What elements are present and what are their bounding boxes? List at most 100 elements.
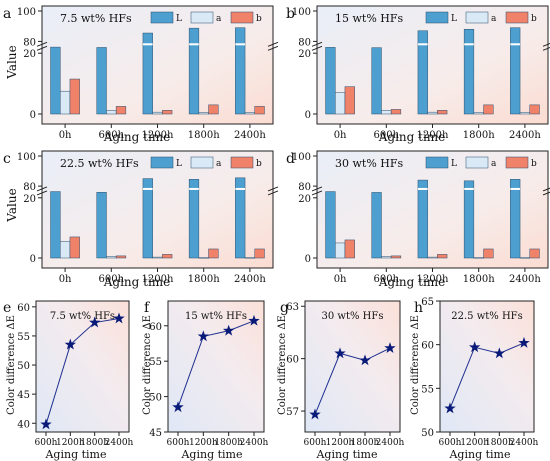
bar-a-2400h bbox=[519, 257, 531, 259]
y-tick-label: 0 bbox=[305, 110, 311, 121]
bar-b-600h bbox=[390, 255, 402, 259]
x-tick-label: 600h bbox=[304, 438, 327, 448]
bar-panel-d: d 80 100 0 20 0h 600h 1200h 1800h 2400h 30 wt% HFs… bbox=[286, 150, 550, 285]
x-tick-label: 1200h bbox=[56, 438, 85, 448]
bar-a-0h bbox=[59, 90, 71, 115]
star-marker-600h bbox=[444, 402, 456, 414]
bar-L-600h bbox=[96, 47, 107, 115]
panel-letter: f bbox=[144, 300, 151, 316]
bar-L-1200h bbox=[142, 32, 153, 115]
x-tick-label: 1200h bbox=[417, 274, 449, 285]
legend-label: L bbox=[451, 159, 457, 169]
bottom-y-axis-title-f: Color difference ΔE bbox=[142, 315, 153, 415]
bar-a-600h bbox=[381, 110, 392, 115]
series-line bbox=[177, 320, 255, 408]
axis-break bbox=[267, 186, 279, 192]
x-tick-label: 1800h bbox=[188, 274, 220, 285]
y-tick-label: 50 bbox=[17, 361, 30, 372]
bar-b-1800h bbox=[483, 248, 494, 259]
bar-b-0h bbox=[69, 78, 80, 115]
panel-label: 30 wt% HFs bbox=[322, 311, 384, 322]
x-tick-label: 2400h bbox=[376, 438, 405, 448]
bar-a-2400h bbox=[519, 112, 531, 115]
y-tick-label: 0 bbox=[305, 254, 311, 265]
legend-swatch-a bbox=[190, 156, 214, 169]
bar-L-1800h bbox=[463, 28, 475, 115]
bar-b-2400h bbox=[254, 248, 265, 259]
legend-swatch-a bbox=[190, 11, 214, 24]
y-tick-label: 45 bbox=[149, 428, 162, 439]
bar-a-2400h bbox=[244, 257, 256, 259]
y-tick-label: 55 bbox=[421, 384, 434, 395]
mid-y-axis-title: Value bbox=[5, 188, 19, 222]
y-tick-label: 63 bbox=[286, 302, 299, 313]
bar-a-1200h bbox=[152, 111, 163, 115]
y-tick-label: 60 bbox=[149, 322, 162, 333]
bar-a-1200h bbox=[427, 111, 438, 115]
star-marker-2400h bbox=[518, 336, 530, 348]
bottom-x-axis-title-f: Aging time bbox=[180, 448, 242, 461]
bottom-x-axis-title-h: Aging time bbox=[448, 448, 510, 461]
x-tick-label: 0h bbox=[59, 274, 72, 285]
axis-break bbox=[36, 41, 48, 47]
star-marker-1800h bbox=[359, 354, 371, 366]
x-tick-label: 600h bbox=[35, 438, 58, 448]
axis-break bbox=[311, 186, 323, 192]
bar-a-2400h bbox=[244, 112, 256, 115]
bar-b-0h bbox=[344, 239, 355, 259]
legend-label: a bbox=[216, 159, 222, 169]
legend-swatch-b bbox=[505, 156, 529, 169]
y-tick-label: 100 bbox=[292, 152, 311, 163]
panel-letter: a bbox=[3, 6, 11, 22]
x-tick-label: 1200h bbox=[460, 438, 489, 448]
legend-label: b bbox=[531, 14, 537, 24]
mid-x-axis-title: Aging time bbox=[103, 275, 171, 289]
panel-letter: d bbox=[286, 151, 295, 167]
axis-break bbox=[267, 190, 279, 196]
bar-a-0h bbox=[334, 242, 346, 259]
bar-b-1200h bbox=[437, 254, 448, 259]
star-marker-600h bbox=[40, 418, 52, 430]
bar-panel-c: c 80 100 0 20 0h 600h 1200h 1800h 2400h 22.5 wt% H… bbox=[3, 150, 279, 285]
bar-L-1200h bbox=[417, 30, 428, 115]
x-tick-label: 2400h bbox=[509, 274, 541, 285]
y-tick-label: 55 bbox=[149, 357, 162, 368]
bar-L-2400h bbox=[510, 27, 521, 115]
panel-label: 30 wt% HFs bbox=[335, 157, 404, 170]
panel-label: 15 wt% HFs bbox=[335, 12, 404, 25]
bar-b-0h bbox=[344, 86, 355, 115]
axis-break bbox=[542, 42, 550, 47]
x-tick-label: 1200h bbox=[142, 274, 174, 285]
axis-break bbox=[542, 187, 550, 192]
x-tick-label: 1800h bbox=[485, 438, 514, 448]
y-tick-label: 60 bbox=[286, 355, 299, 366]
legend-label: b bbox=[531, 159, 537, 169]
y-tick-label: 80 bbox=[23, 182, 36, 193]
x-tick-label: 1800h bbox=[463, 274, 495, 285]
bottom-y-axis-title-g: Color difference ΔE bbox=[277, 315, 288, 415]
x-tick-label: 1200h bbox=[189, 438, 218, 448]
panel-letter: g bbox=[280, 300, 289, 316]
plot-area bbox=[304, 300, 401, 433]
legend-label: b bbox=[256, 159, 262, 169]
bar-b-1200h bbox=[437, 110, 448, 115]
plot-area bbox=[41, 5, 274, 125]
bar-L-0h bbox=[50, 191, 61, 259]
panel-label: 22.5 wt% HFs bbox=[60, 157, 139, 170]
bar-b-2400h bbox=[529, 104, 540, 115]
bar-L-1200h bbox=[142, 178, 153, 259]
star-marker-2400h bbox=[384, 342, 396, 354]
axis-break bbox=[36, 45, 48, 51]
panel-letter: c bbox=[3, 151, 11, 167]
bar-L-1800h bbox=[188, 27, 200, 115]
panel-label: 7.5 wt% HFs bbox=[60, 12, 132, 25]
x-tick-label: 1200h bbox=[326, 438, 355, 448]
x-tick-label: 1800h bbox=[188, 130, 220, 141]
plot-area bbox=[439, 300, 535, 433]
bar-a-600h bbox=[106, 256, 117, 259]
panel-letter: h bbox=[414, 300, 423, 316]
axis-break bbox=[311, 41, 323, 47]
